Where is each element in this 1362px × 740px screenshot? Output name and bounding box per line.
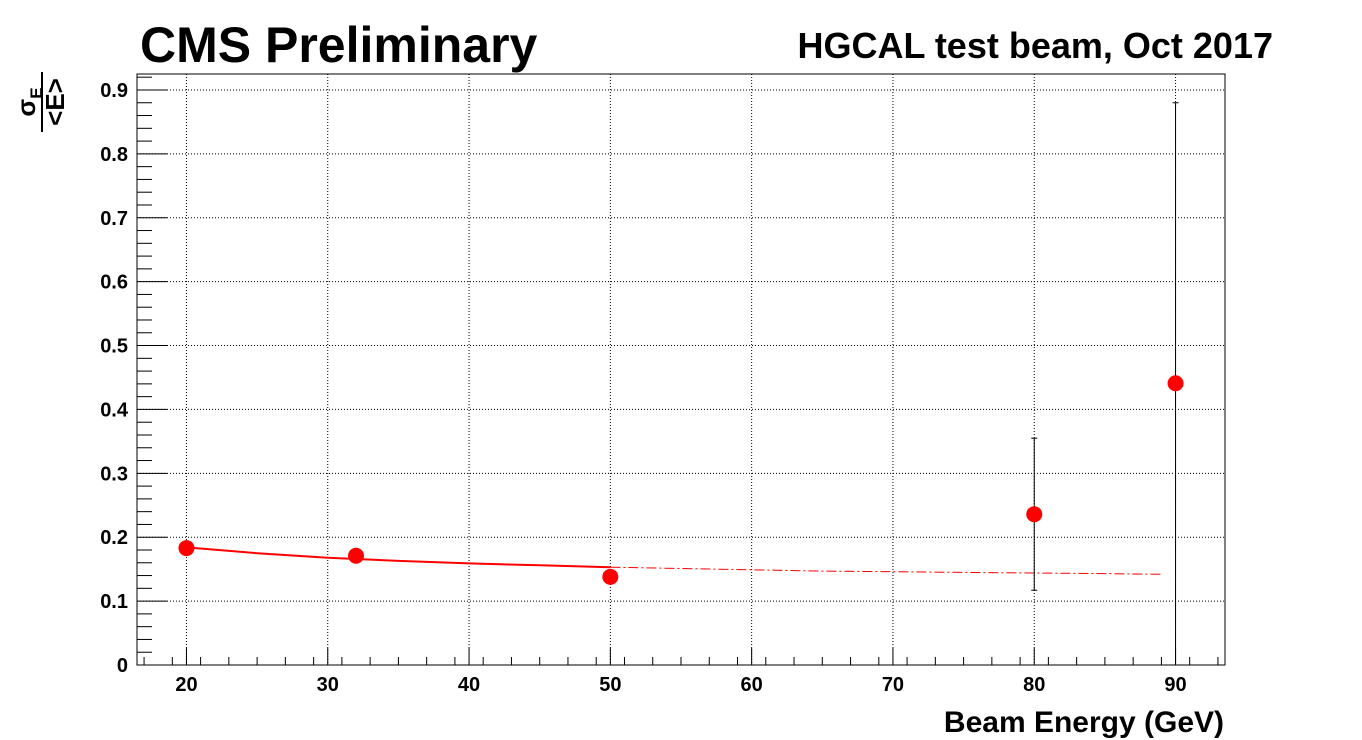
x-tick-label: 50 [599,674,621,696]
x-tick-labels: 20 30 40 50 60 70 80 90 [175,674,1186,696]
axis-ticks [137,76,1219,666]
data-point [1167,375,1184,392]
x-tick-label: 30 [317,674,339,696]
y-tick-label: 0.6 [100,272,128,294]
data-point [602,568,619,585]
cms-preliminary-label: CMS Preliminary [140,17,538,73]
y-tick-label: 0.7 [100,208,128,230]
y-axis-label-numerator: σE [11,87,46,116]
x-tick-label: 70 [882,674,904,696]
y-tick-label: 0.1 [100,591,128,613]
x-tick-label: 80 [1023,674,1045,696]
y-tick-label: 0.8 [100,144,128,166]
x-tick-label: 60 [741,674,763,696]
data-points [178,375,1184,585]
grid-lines [137,74,1225,665]
fit-curves [186,546,1162,575]
error-bars [1031,102,1179,666]
data-point [178,540,195,557]
fit-curve-solid [186,546,611,569]
x-tick-label: 20 [175,674,197,696]
test-beam-label: HGCAL test beam, Oct 2017 [797,25,1273,66]
y-tick-label: 0.9 [100,80,128,102]
y-axis-label: σE <E> [11,72,70,132]
y-tick-labels: 0 0.1 0.2 0.3 0.4 0.5 0.6 0.7 0.8 0.9 [100,80,129,677]
y-tick-label: 0.2 [100,527,128,549]
y-tick-label: 0.3 [100,463,128,485]
data-point [1026,506,1043,523]
x-axis-label: Beam Energy (GeV) [944,706,1224,739]
y-axis-label-denominator: <E> [40,78,70,126]
x-tick-label: 90 [1164,674,1186,696]
y-tick-label: 0 [117,655,128,677]
data-point [348,547,365,564]
plot-frame [136,73,1226,666]
x-tick-label: 40 [458,674,480,696]
y-tick-label: 0.5 [100,336,128,358]
fit-curve-extrapolation [610,566,1162,575]
y-tick-label: 0.4 [100,399,129,421]
